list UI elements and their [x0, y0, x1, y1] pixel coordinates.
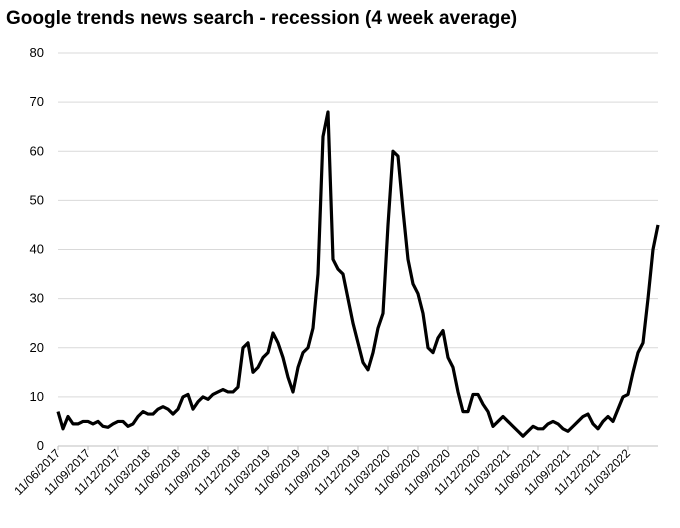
chart-title: Google trends news search - recession (4… — [6, 8, 517, 29]
y-tick-label: 80 — [30, 45, 44, 60]
line — [56, 110, 660, 438]
y-tick-label: 20 — [30, 340, 44, 355]
y-tick-label: 40 — [30, 242, 44, 257]
y-tick-label: 70 — [30, 94, 44, 109]
y-tick-label: 10 — [30, 389, 44, 404]
y-tick-label: 30 — [30, 291, 44, 306]
y-tick-label: 0 — [37, 438, 44, 453]
y-tick-label: 60 — [30, 143, 44, 158]
y-tick-label: 50 — [30, 192, 44, 207]
